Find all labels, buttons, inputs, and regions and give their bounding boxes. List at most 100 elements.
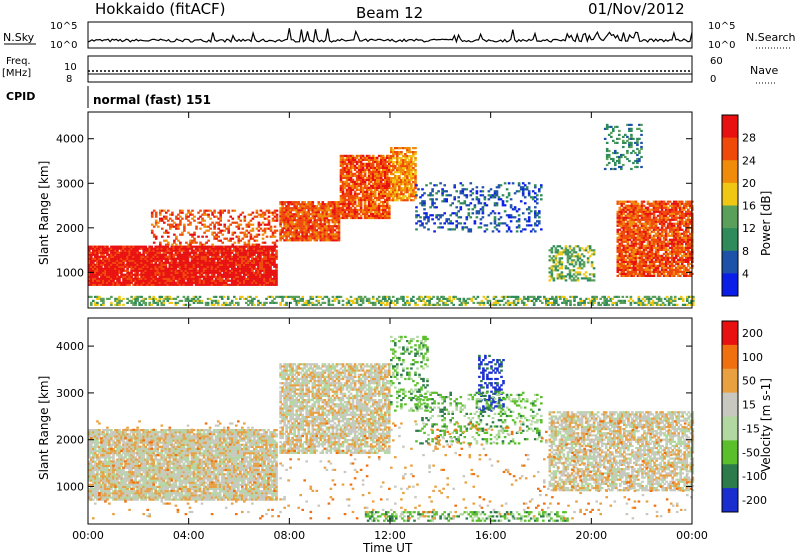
data-cell xyxy=(207,215,210,218)
data-cell xyxy=(88,251,91,254)
data-cell xyxy=(90,261,93,264)
data-cell xyxy=(116,283,119,286)
data-cell xyxy=(414,171,417,174)
data-cell xyxy=(648,210,652,213)
data-cell xyxy=(554,257,558,260)
data-cell xyxy=(560,257,564,260)
data-cell xyxy=(189,211,192,214)
data-cell xyxy=(132,277,135,280)
data-cell xyxy=(620,242,624,245)
data-cell xyxy=(98,277,101,280)
data-cell xyxy=(108,273,111,276)
data-cell xyxy=(150,269,153,272)
data-cell xyxy=(259,255,262,258)
data-cell xyxy=(632,234,636,237)
data-cell xyxy=(441,192,444,195)
data-cell xyxy=(628,238,632,241)
data-cell xyxy=(166,259,170,262)
data-cell xyxy=(140,275,143,278)
data-cell xyxy=(179,223,182,226)
nsky-tick-bottom: 10^0 xyxy=(50,40,77,51)
data-cell xyxy=(191,235,194,238)
data-cell xyxy=(634,222,638,225)
data-cell xyxy=(146,269,149,272)
data-cell xyxy=(415,228,418,231)
data-cell xyxy=(112,279,115,282)
data-cell xyxy=(275,275,278,278)
data-cell xyxy=(126,261,129,264)
data-cell xyxy=(132,253,135,256)
data-cell xyxy=(150,229,154,232)
data-cell xyxy=(523,202,527,205)
data-cell xyxy=(114,257,117,260)
data-cell xyxy=(471,212,475,215)
data-cell xyxy=(94,279,97,282)
data-cell xyxy=(112,283,115,286)
data-cell xyxy=(363,170,367,173)
data-cell xyxy=(144,255,147,258)
data-cell xyxy=(384,158,387,161)
data-cell xyxy=(285,237,288,240)
data-cell xyxy=(586,261,590,264)
data-cell xyxy=(92,277,95,280)
data-cell xyxy=(658,238,662,241)
data-cell xyxy=(102,257,105,260)
data-cell xyxy=(134,275,137,278)
data-cell xyxy=(140,281,143,284)
data-cell xyxy=(457,210,460,213)
data-cell xyxy=(159,241,162,244)
data-cell xyxy=(102,259,105,262)
data-cell xyxy=(572,265,576,268)
data-cell xyxy=(154,261,157,264)
data-cell xyxy=(144,275,147,278)
data-cell xyxy=(226,277,230,280)
data-cell xyxy=(223,229,226,232)
data-cell xyxy=(527,220,531,223)
data-cell xyxy=(578,255,582,258)
data-cell xyxy=(652,244,656,247)
data-cell xyxy=(369,180,373,183)
data-cell xyxy=(499,216,503,219)
data-cell xyxy=(102,275,105,278)
data-cell xyxy=(126,247,129,250)
data-cell xyxy=(110,247,113,250)
data-cell xyxy=(140,245,143,248)
data-cell xyxy=(213,227,216,230)
data-cell xyxy=(154,271,157,274)
data-cell xyxy=(136,261,139,264)
data-cell xyxy=(343,210,347,214)
data-cell xyxy=(148,271,151,274)
data-cell xyxy=(509,220,513,223)
data-cell xyxy=(400,157,403,160)
data-cell xyxy=(455,212,458,215)
data-cell xyxy=(497,212,501,215)
data-cell xyxy=(90,279,93,282)
data-cell xyxy=(178,277,182,280)
data-cell xyxy=(176,263,180,266)
data-cell xyxy=(554,247,558,250)
data-cell xyxy=(118,245,121,248)
data-cell xyxy=(167,231,170,234)
data-cell xyxy=(469,182,473,185)
data-cell xyxy=(160,263,164,266)
data-cell xyxy=(152,281,155,284)
cpid-program: normal (fast) 151 xyxy=(93,93,211,107)
data-cell xyxy=(483,198,487,201)
data-cell xyxy=(174,257,178,260)
data-cell xyxy=(467,212,471,215)
data-cell xyxy=(461,190,465,193)
data-cell xyxy=(347,204,351,208)
data-cell xyxy=(126,265,129,268)
data-cell xyxy=(327,207,331,210)
data-cell xyxy=(92,247,95,250)
data-cell xyxy=(185,241,188,244)
data-cell xyxy=(572,247,576,250)
data-cell xyxy=(351,204,355,208)
data-cell xyxy=(176,273,180,276)
data-cell xyxy=(275,219,279,222)
data-cell xyxy=(118,257,121,260)
data-cell xyxy=(392,173,395,176)
data-cell xyxy=(92,279,95,282)
data-cell xyxy=(582,255,586,258)
data-cell xyxy=(341,164,345,167)
